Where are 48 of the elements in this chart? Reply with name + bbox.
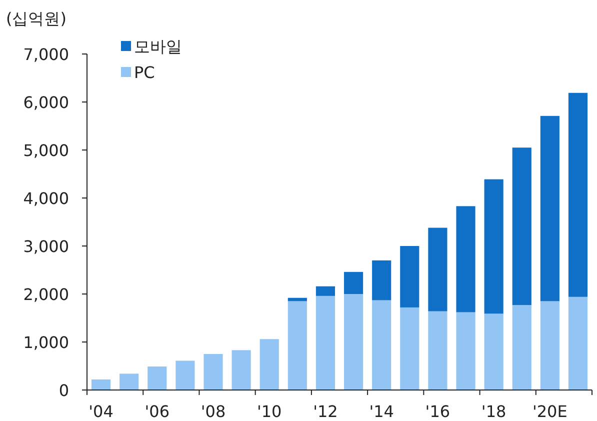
x-tick-label: '06 (144, 402, 170, 421)
bar (484, 179, 504, 314)
bar (120, 374, 139, 390)
y-tick-label: 6,000 (23, 93, 69, 112)
bar (232, 350, 251, 390)
bar (344, 294, 364, 390)
bar (428, 311, 448, 390)
bar (316, 296, 336, 390)
x-tick-label: '18 (481, 402, 506, 421)
bar (204, 354, 223, 390)
x-tick-label: '08 (200, 402, 226, 421)
x-tick-label: '14 (369, 402, 394, 421)
x-tick-label: '10 (256, 402, 282, 421)
bar (512, 148, 532, 306)
x-tick-label: '20E (532, 402, 568, 421)
bar (512, 305, 532, 390)
legend-label: PC (134, 63, 155, 82)
bar (260, 339, 279, 390)
bar (568, 296, 588, 390)
bar (400, 307, 420, 390)
bar (568, 92, 588, 297)
y-tick-label: 0 (58, 381, 69, 400)
bar (91, 379, 111, 390)
bar (372, 260, 392, 300)
x-tick-label: '12 (313, 402, 338, 421)
bar (344, 272, 364, 294)
bar (484, 314, 504, 390)
bar (148, 366, 167, 390)
y-tick-label: 4,000 (23, 189, 69, 208)
bar (400, 246, 420, 308)
x-tick-label: '16 (425, 402, 450, 421)
bar (540, 116, 560, 302)
bar (316, 286, 336, 296)
bar (456, 206, 476, 312)
y-tick-label: 7,000 (23, 45, 69, 64)
y-tick-label: 5,000 (23, 141, 69, 160)
x-tick-label: '04 (88, 402, 114, 421)
legend-label: 모바일 (134, 37, 182, 56)
y-axis-title: (십억원) (6, 9, 66, 28)
bar (428, 228, 448, 312)
y-tick-label: 3,000 (23, 237, 69, 256)
y-tick-label: 1,000 (23, 333, 69, 352)
bar (456, 312, 476, 390)
bar (176, 360, 195, 390)
bar (540, 301, 560, 390)
y-tick-label: 2,000 (23, 285, 69, 304)
bar (372, 300, 392, 390)
bar (288, 301, 307, 390)
